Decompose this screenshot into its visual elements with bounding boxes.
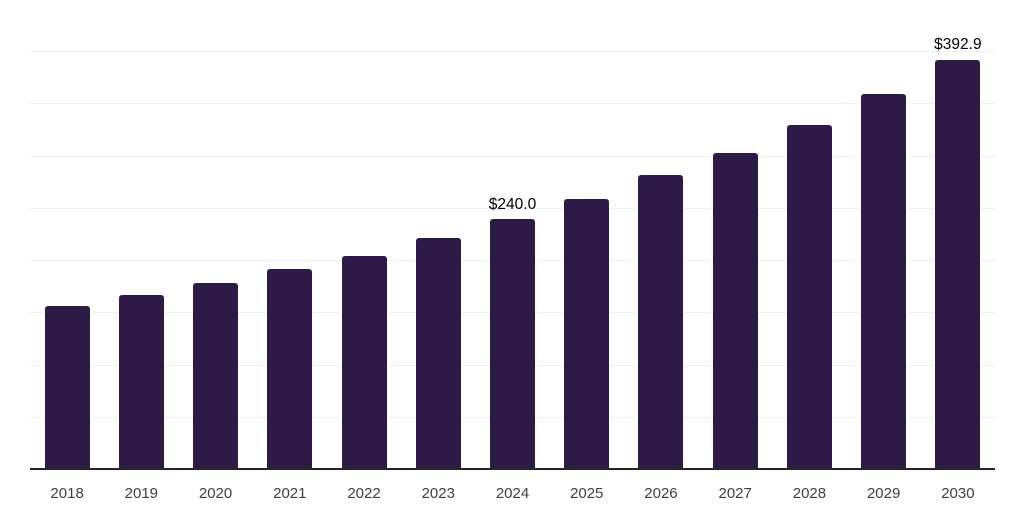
x-tick-2025: 2025 [570,485,604,502]
x-tick-2022: 2022 [347,485,381,502]
x-tick-2028: 2028 [792,485,827,502]
data-label-2024: $240.0 [488,195,537,213]
x-tick-2023: 2023 [421,485,455,502]
x-tick-2021: 2021 [273,485,307,502]
bar-2030 [935,59,981,470]
plot-area: $240.0 $392.9 [30,0,995,470]
bar-2026 [638,175,684,470]
x-tick-2020: 2020 [198,485,233,502]
x-tick-2018: 2018 [50,485,84,502]
bar-2029 [861,94,907,470]
gridline-300 [30,155,995,157]
x-tick-2019: 2019 [124,485,159,502]
x-axis-labels: 2018 2019 2020 2021 2022 2023 2024 2025 2026 2027… [30,470,995,512]
bar-2021 [267,269,313,470]
bar-2025 [564,198,610,470]
bar-2024 [490,219,535,470]
x-tick-2026: 2026 [644,485,678,502]
bar-2028 [786,125,832,470]
bar-2019 [118,295,164,470]
bar-2027 [712,152,758,470]
gridline-250 [30,207,995,209]
gridline-350 [30,103,995,105]
x-tick-2024: 2024 [495,485,530,502]
bar-2023 [415,238,461,470]
gridline-400 [30,51,995,53]
x-tick-2030: 2030 [941,485,975,502]
x-tick-2027: 2027 [718,485,752,502]
bar-2022 [341,255,387,470]
x-tick-2029: 2029 [866,485,901,502]
bar-2018 [44,306,90,470]
bar-2020 [193,283,239,470]
data-label-2030: $392.9 [934,36,982,54]
x-axis-line [30,468,995,470]
